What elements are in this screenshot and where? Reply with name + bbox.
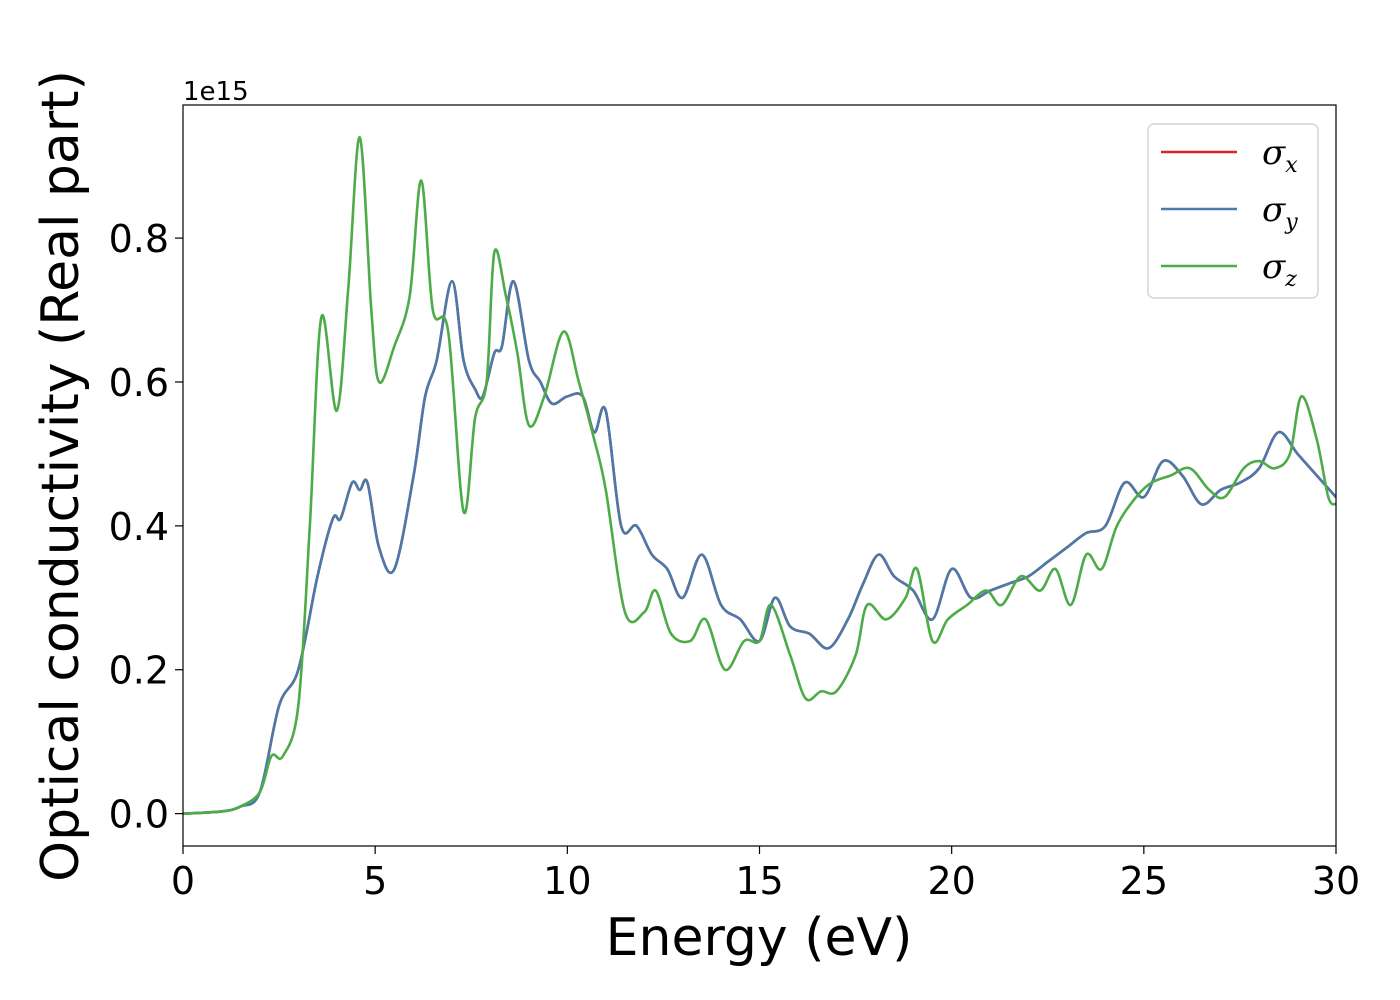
x-axis-ticks: 0 5 10 15 20 25 30 xyxy=(171,846,1360,903)
y-tick-label: 0.4 xyxy=(109,505,169,549)
legend-label-z: σz xyxy=(1262,247,1297,292)
legend-box xyxy=(1147,123,1319,299)
plot-area xyxy=(183,105,1336,846)
y-offset-label: 1e15 xyxy=(183,77,249,107)
series-line-y xyxy=(183,279,1336,815)
legend-label-x: σx xyxy=(1262,133,1298,178)
y-tick-label: 0.2 xyxy=(109,649,169,693)
legend-label-y: σy xyxy=(1262,190,1298,235)
y-tick-label: 0.8 xyxy=(109,217,169,261)
x-tick-label: 30 xyxy=(1312,859,1360,903)
x-tick-label: 25 xyxy=(1120,859,1168,903)
x-tick-label: 10 xyxy=(543,859,591,903)
legend: σx σy σz xyxy=(1147,123,1319,299)
series-line-z xyxy=(183,136,1336,815)
x-axis-label: Energy (eV) xyxy=(606,908,913,968)
series-lines xyxy=(183,136,1336,815)
y-axis-label: Optical conductivity (Real part) xyxy=(31,70,91,882)
x-tick-label: 5 xyxy=(363,859,387,903)
x-tick-label: 15 xyxy=(735,859,783,903)
y-axis-ticks: 0.0 0.2 0.4 0.6 0.8 xyxy=(109,217,183,837)
y-tick-label: 0.0 xyxy=(109,793,169,837)
x-tick-label: 0 xyxy=(171,859,195,903)
x-tick-label: 20 xyxy=(927,859,975,903)
y-tick-label: 0.6 xyxy=(109,361,169,405)
